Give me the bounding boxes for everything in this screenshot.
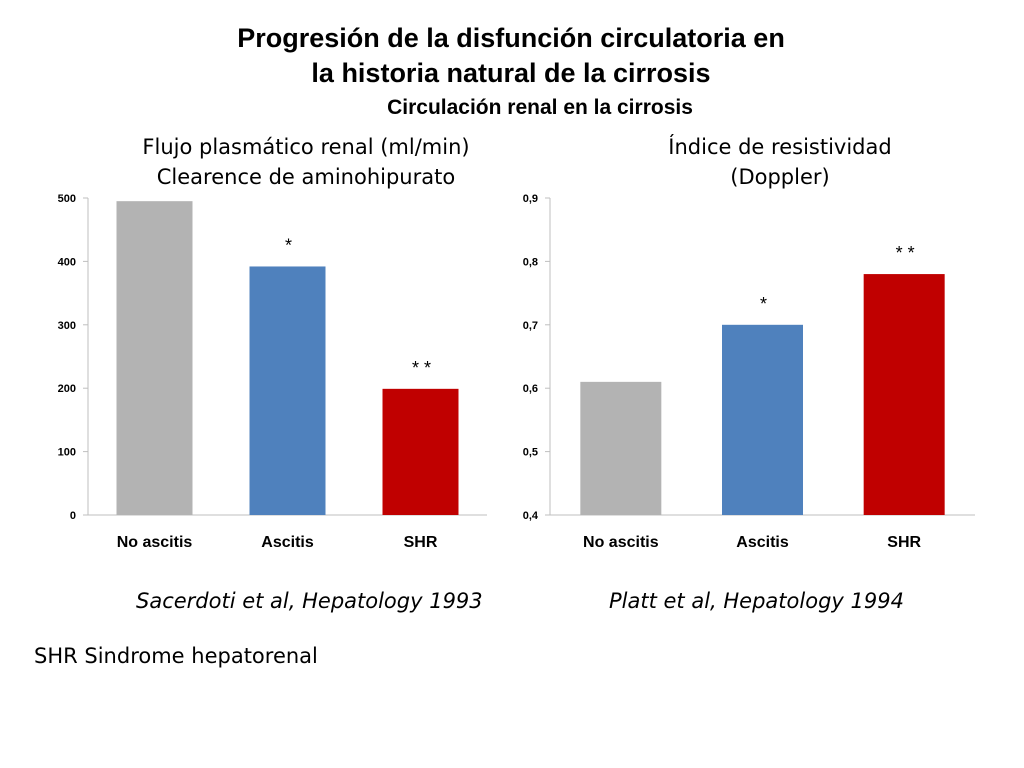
right-chart-heading-line1: Índice de resistividad (668, 135, 892, 159)
ri-significance-marker: * * (896, 243, 915, 263)
slide-title-line2: la historia natural de la cirrosis (311, 58, 711, 88)
flow-y-tick-label: 200 (58, 383, 76, 395)
flow-y-tick-label: 0 (70, 510, 76, 522)
ri-y-tick-label: 0,4 (523, 510, 539, 522)
flow-bar-shr (382, 388, 459, 515)
flow-x-tick-label: No ascitis (117, 534, 193, 551)
slide-subtitle: Circulación renal en la cirrosis (387, 96, 693, 119)
left-chart-heading-line2: Clearence de aminohipurato (156, 165, 456, 189)
ri-bar-no-ascitis (580, 381, 662, 515)
ri-bar-ascitis (722, 324, 803, 515)
ri-y-tick-label: 0,8 (523, 256, 538, 268)
flow-y-tick-label: 300 (58, 320, 76, 332)
flow-bar-no-ascitis (116, 201, 193, 516)
flow-y-tick-label: 400 (58, 256, 76, 268)
ri-x-tick-label: SHR (887, 534, 921, 551)
footnote-shr-definition: SHR Sindrome hepatorenal (34, 644, 318, 668)
ri-x-tick-label: Ascitis (736, 534, 789, 551)
left-chart-heading: Flujo plasmático renal (ml/min) Clearenc… (106, 132, 506, 192)
flow-y-tick-label: 100 (58, 447, 76, 459)
flow-significance-marker: * (285, 235, 292, 255)
left-chart-heading-line1: Flujo plasmático renal (ml/min) (142, 135, 470, 159)
ri-y-tick-label: 0,5 (523, 447, 538, 459)
left-chart-citation: Sacerdoti et al, Hepatology 1993 (136, 589, 483, 613)
slide-title-line1: Progresión de la disfunción circulatoria… (237, 23, 785, 53)
right-chart-heading-line2: (Doppler) (730, 165, 830, 189)
ri-bar-shr (863, 274, 945, 515)
flow-significance-marker: * * (412, 358, 431, 378)
ri-significance-marker: * (760, 294, 767, 314)
flow-bar-ascitis (249, 266, 326, 515)
right-chart-heading: Índice de resistividad (Doppler) (580, 132, 980, 192)
right-chart-citation: Platt et al, Hepatology 1994 (609, 589, 904, 613)
ri-x-tick-label: No ascitis (583, 534, 659, 551)
ri-y-tick-label: 0,6 (523, 383, 538, 395)
flow-x-tick-label: SHR (404, 534, 438, 551)
ri-y-tick-label: 0,7 (523, 320, 538, 332)
flow-y-tick-label: 500 (58, 193, 76, 205)
ri-y-tick-label: 0,9 (523, 193, 538, 205)
flow-x-tick-label: Ascitis (261, 534, 314, 551)
